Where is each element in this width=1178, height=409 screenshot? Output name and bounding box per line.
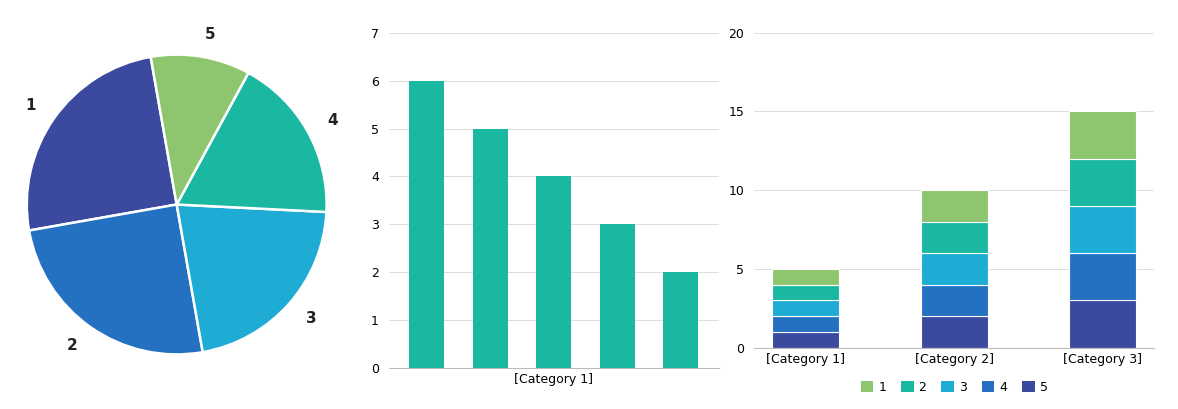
Bar xyxy=(663,272,699,368)
Bar xyxy=(921,285,987,316)
Bar xyxy=(772,300,839,316)
Bar xyxy=(1070,300,1137,348)
Bar xyxy=(921,222,987,253)
Bar xyxy=(1070,159,1137,206)
Wedge shape xyxy=(27,57,177,231)
Bar xyxy=(772,332,839,348)
Text: 5: 5 xyxy=(205,27,216,42)
Text: 1: 1 xyxy=(25,98,35,113)
Bar xyxy=(472,128,508,368)
Bar xyxy=(921,190,987,222)
Bar xyxy=(772,316,839,332)
Wedge shape xyxy=(177,204,326,352)
Legend: 1, 2, 3, 4, 5: 1, 2, 3, 4, 5 xyxy=(855,375,1053,399)
Text: 4: 4 xyxy=(327,112,338,128)
Bar xyxy=(410,81,444,368)
Bar xyxy=(1070,111,1137,159)
Wedge shape xyxy=(29,204,203,355)
Bar xyxy=(1070,206,1137,253)
Bar xyxy=(921,253,987,285)
Bar xyxy=(772,269,839,285)
Bar xyxy=(536,176,571,368)
Text: 2: 2 xyxy=(67,338,78,353)
Wedge shape xyxy=(151,54,249,204)
Text: 3: 3 xyxy=(306,311,317,326)
Bar xyxy=(1070,253,1137,300)
Bar xyxy=(600,225,635,368)
Bar xyxy=(921,316,987,348)
Wedge shape xyxy=(177,73,326,212)
Bar xyxy=(772,285,839,300)
